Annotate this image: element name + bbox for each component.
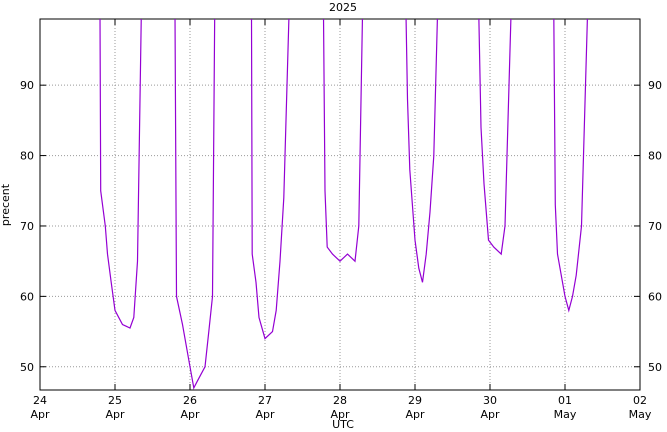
- y-tick-label: 90: [648, 79, 662, 92]
- x-tick-label: 02 May: [629, 394, 652, 421]
- x-tick-label: 28 Apr: [330, 394, 350, 421]
- x-tick-label: 24 Apr: [30, 394, 50, 421]
- x-tick-label: 25 Apr: [105, 394, 125, 421]
- y-tick-label: 60: [20, 290, 34, 303]
- y-tick-label: 70: [648, 220, 662, 233]
- y-tick-label: 80: [648, 150, 662, 163]
- y-tick-label: 70: [20, 220, 34, 233]
- chart-title: 2025: [329, 1, 357, 14]
- x-axis-label: UTC: [332, 418, 354, 431]
- x-tick-label: 01 May: [554, 394, 577, 421]
- plot-frame: [39, 18, 641, 391]
- y-axis-label: precent: [0, 183, 12, 226]
- x-tick-label: 27 Apr: [255, 394, 275, 421]
- y-tick-label: 90: [20, 79, 34, 92]
- x-tick-label: 30 Apr: [480, 394, 500, 421]
- x-tick-label: 26 Apr: [180, 394, 200, 421]
- x-tick-label: 29 Apr: [405, 394, 425, 421]
- y-tick-label: 60: [648, 290, 662, 303]
- data-line: [99, 19, 588, 390]
- y-tick-label: 50: [20, 361, 34, 374]
- y-tick-label: 50: [648, 361, 662, 374]
- y-tick-label: 80: [20, 150, 34, 163]
